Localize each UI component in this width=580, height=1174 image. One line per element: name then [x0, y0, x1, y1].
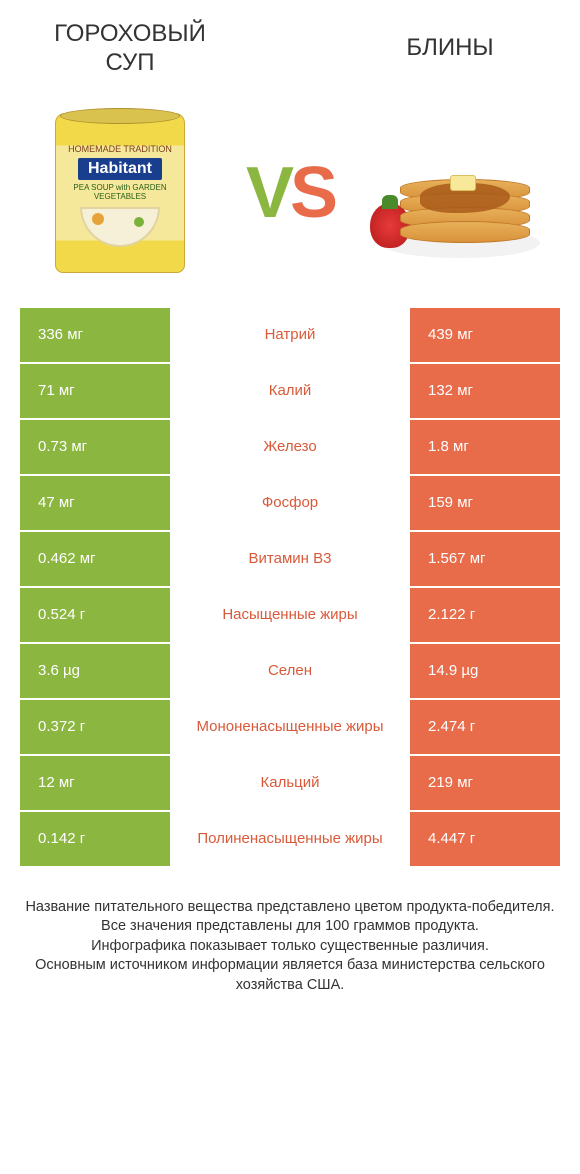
nutrient-label: Калий	[170, 364, 410, 418]
nutrient-label: Витамин B3	[170, 532, 410, 586]
comparison-table: 336 мгНатрий439 мг71 мгКалий132 мг0.73 м…	[0, 308, 580, 868]
value-left: 0.142 г	[20, 812, 170, 866]
product-right-title: БЛИНЫ	[350, 34, 550, 63]
table-row: 0.372 гМононенасыщенные жиры2.474 г	[20, 700, 560, 756]
product-right-image	[370, 103, 550, 283]
can-brand: Habitant	[78, 158, 162, 180]
table-row: 71 мгКалий132 мг	[20, 364, 560, 420]
can-top-text: HOMEMADE TRADITION	[68, 144, 172, 154]
value-right: 2.474 г	[410, 700, 560, 754]
table-row: 336 мгНатрий439 мг	[20, 308, 560, 364]
table-row: 0.462 мгВитамин B31.567 мг	[20, 532, 560, 588]
value-right: 2.122 г	[410, 588, 560, 642]
footer-line: Все значения представлены для 100 граммо…	[20, 917, 560, 937]
value-right: 1.567 мг	[410, 532, 560, 586]
images-row: HOMEMADE TRADITION Habitant PEA SOUP wit…	[0, 88, 580, 308]
pancakes-icon	[370, 118, 550, 268]
value-right: 219 мг	[410, 756, 560, 810]
nutrient-label: Селен	[170, 644, 410, 698]
value-right: 439 мг	[410, 308, 560, 362]
value-right: 1.8 мг	[410, 420, 560, 474]
can-subtext: PEA SOUP with GARDEN VEGETABLES	[56, 184, 184, 202]
value-left: 0.73 мг	[20, 420, 170, 474]
value-left: 3.6 µg	[20, 644, 170, 698]
table-row: 12 мгКальций219 мг	[20, 756, 560, 812]
header: ГОРОХОВЫЙ СУП БЛИНЫ	[0, 0, 580, 88]
value-left: 336 мг	[20, 308, 170, 362]
soup-can-icon: HOMEMADE TRADITION Habitant PEA SOUP wit…	[55, 113, 185, 273]
product-left-image: HOMEMADE TRADITION Habitant PEA SOUP wit…	[30, 103, 210, 283]
table-row: 47 мгФосфор159 мг	[20, 476, 560, 532]
value-left: 0.524 г	[20, 588, 170, 642]
value-left: 47 мг	[20, 476, 170, 530]
value-right: 132 мг	[410, 364, 560, 418]
footer-notes: Название питательного вещества представл…	[0, 868, 580, 1006]
value-left: 12 мг	[20, 756, 170, 810]
value-right: 159 мг	[410, 476, 560, 530]
value-right: 4.447 г	[410, 812, 560, 866]
nutrient-label: Насыщенные жиры	[170, 588, 410, 642]
nutrient-label: Железо	[170, 420, 410, 474]
table-row: 0.142 гПолиненасыщенные жиры4.447 г	[20, 812, 560, 868]
table-row: 0.73 мгЖелезо1.8 мг	[20, 420, 560, 476]
table-row: 3.6 µgСелен14.9 µg	[20, 644, 560, 700]
vs-label: VS	[246, 152, 334, 234]
value-right: 14.9 µg	[410, 644, 560, 698]
nutrient-label: Натрий	[170, 308, 410, 362]
table-row: 0.524 гНасыщенные жиры2.122 г	[20, 588, 560, 644]
can-bowl-icon	[80, 207, 160, 247]
product-left-title: ГОРОХОВЫЙ СУП	[30, 20, 230, 78]
footer-line: Название питательного вещества представл…	[20, 898, 560, 918]
footer-line: Основным источником информации является …	[20, 956, 560, 995]
value-left: 0.372 г	[20, 700, 170, 754]
vs-v: V	[246, 153, 290, 233]
value-left: 0.462 мг	[20, 532, 170, 586]
vs-s: S	[290, 153, 334, 233]
nutrient-label: Фосфор	[170, 476, 410, 530]
nutrient-label: Кальций	[170, 756, 410, 810]
footer-line: Инфографика показывает только существенн…	[20, 937, 560, 957]
value-left: 71 мг	[20, 364, 170, 418]
nutrient-label: Полиненасыщенные жиры	[170, 812, 410, 866]
nutrient-label: Мононенасыщенные жиры	[170, 700, 410, 754]
